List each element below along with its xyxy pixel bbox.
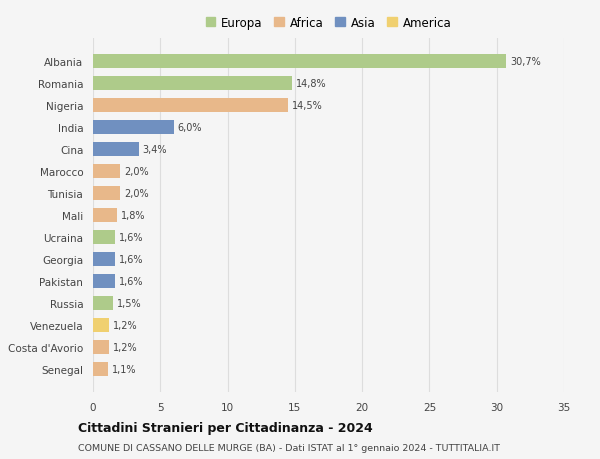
Text: 14,5%: 14,5% bbox=[292, 101, 323, 111]
Bar bbox=[93, 55, 506, 69]
Legend: Europa, Africa, Asia, America: Europa, Africa, Asia, America bbox=[206, 17, 451, 29]
Bar bbox=[93, 297, 113, 311]
Text: 1,6%: 1,6% bbox=[119, 276, 143, 286]
Text: 6,0%: 6,0% bbox=[178, 123, 202, 133]
Text: 1,5%: 1,5% bbox=[117, 298, 142, 308]
Text: 1,2%: 1,2% bbox=[113, 320, 138, 330]
Bar bbox=[93, 230, 115, 245]
Text: 14,8%: 14,8% bbox=[296, 79, 327, 89]
Bar bbox=[93, 143, 139, 157]
Bar bbox=[93, 318, 109, 332]
Bar bbox=[93, 208, 117, 223]
Bar bbox=[93, 99, 288, 113]
Text: COMUNE DI CASSANO DELLE MURGE (BA) - Dati ISTAT al 1° gennaio 2024 - TUTTITALIA.: COMUNE DI CASSANO DELLE MURGE (BA) - Dat… bbox=[78, 443, 500, 452]
Bar bbox=[93, 340, 109, 354]
Text: 1,6%: 1,6% bbox=[119, 255, 143, 264]
Bar bbox=[93, 274, 115, 289]
Bar bbox=[93, 187, 120, 201]
Text: 30,7%: 30,7% bbox=[510, 57, 541, 67]
Bar bbox=[93, 121, 174, 135]
Bar bbox=[93, 165, 120, 179]
Text: 2,0%: 2,0% bbox=[124, 189, 149, 199]
Bar bbox=[93, 252, 115, 267]
Text: Cittadini Stranieri per Cittadinanza - 2024: Cittadini Stranieri per Cittadinanza - 2… bbox=[78, 421, 373, 434]
Bar bbox=[93, 362, 108, 376]
Text: 1,6%: 1,6% bbox=[119, 233, 143, 243]
Text: 1,8%: 1,8% bbox=[121, 211, 146, 221]
Text: 1,2%: 1,2% bbox=[113, 342, 138, 353]
Text: 1,1%: 1,1% bbox=[112, 364, 136, 374]
Bar bbox=[93, 77, 292, 91]
Text: 2,0%: 2,0% bbox=[124, 167, 149, 177]
Text: 3,4%: 3,4% bbox=[143, 145, 167, 155]
